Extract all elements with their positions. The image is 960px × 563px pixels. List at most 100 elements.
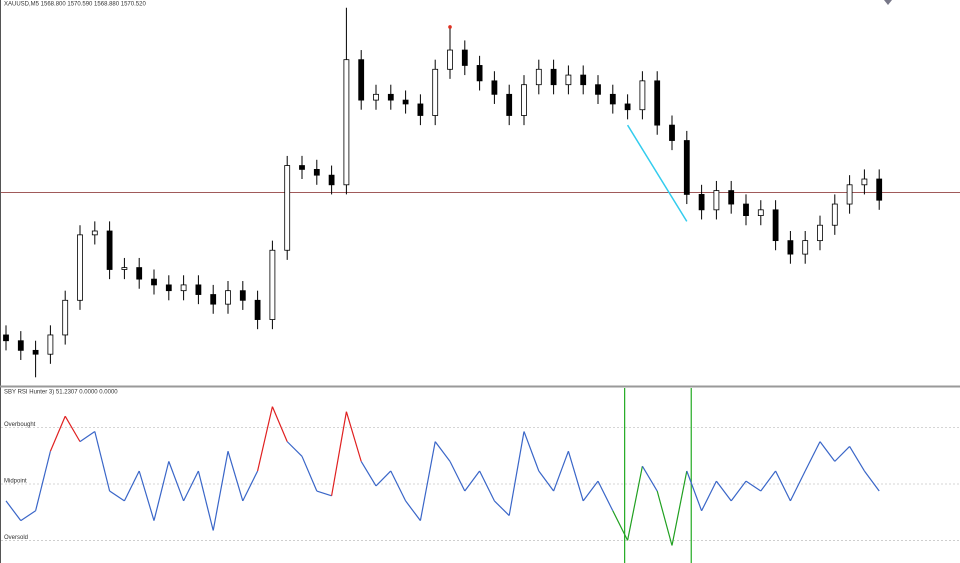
candle-body bbox=[17, 340, 24, 351]
rsi-line-segment bbox=[553, 451, 569, 492]
rsi-line-segment bbox=[345, 411, 362, 462]
rsi-line-segment bbox=[479, 470, 495, 502]
candle-body bbox=[595, 84, 601, 95]
candle-body bbox=[447, 49, 453, 70]
menu-icon[interactable] bbox=[884, 0, 892, 5]
rsi-line-segment bbox=[64, 415, 81, 442]
candle-body bbox=[565, 74, 572, 86]
candle-body bbox=[535, 68, 542, 86]
candle-body bbox=[639, 80, 646, 111]
rsi-line-segment bbox=[775, 470, 791, 502]
candle-body bbox=[402, 99, 409, 105]
rsi-line-segment bbox=[760, 470, 777, 492]
rsi-line-segment bbox=[286, 441, 303, 457]
rsi-line-segment bbox=[849, 446, 865, 472]
rsi-line-segment bbox=[508, 431, 525, 516]
candle-body bbox=[654, 80, 661, 126]
rsi-line-segment bbox=[656, 490, 673, 546]
candle-body bbox=[313, 168, 320, 176]
candle-body bbox=[491, 80, 498, 95]
rsi-line-segment bbox=[493, 500, 510, 517]
rsi-line-segment bbox=[745, 480, 762, 492]
candle-body bbox=[817, 224, 823, 242]
candle-body bbox=[417, 103, 424, 116]
level-label: Overbought bbox=[4, 422, 36, 428]
candle-body bbox=[521, 84, 527, 116]
rsi-line-segment bbox=[863, 470, 880, 492]
rsi-line-segment bbox=[612, 510, 629, 541]
candle-body bbox=[876, 178, 883, 201]
rsi-line-segment bbox=[597, 480, 614, 512]
rsi-line-segment bbox=[5, 500, 22, 522]
candle-body bbox=[328, 174, 335, 186]
candle-body bbox=[77, 234, 83, 301]
candle-body bbox=[432, 68, 439, 116]
candle-body bbox=[165, 284, 172, 292]
rsi-line-segment bbox=[834, 446, 851, 462]
candle-body bbox=[32, 349, 39, 355]
candle-body bbox=[698, 194, 705, 211]
rsi-line-segment bbox=[419, 441, 436, 521]
rsi-line-segment bbox=[449, 461, 466, 492]
rsi-line-segment bbox=[804, 441, 821, 472]
rsi-line-segment bbox=[434, 441, 451, 462]
candle-body bbox=[121, 267, 128, 270]
rsi-line-segment bbox=[390, 470, 407, 502]
candle-body bbox=[669, 124, 675, 141]
candle-body bbox=[846, 184, 853, 205]
price-title: XAUUSD,M5 1568.800 1570.590 1568.880 157… bbox=[4, 2, 146, 8]
candle-body bbox=[831, 203, 838, 226]
rsi-line-segment bbox=[257, 406, 273, 472]
rsi-line-segment bbox=[153, 461, 170, 521]
rsi-line-segment bbox=[375, 470, 392, 487]
level-label: Midpoint bbox=[4, 479, 27, 485]
candle-body bbox=[299, 165, 305, 170]
rsi-line-segment bbox=[227, 451, 244, 502]
candle-body bbox=[62, 299, 69, 336]
rsi-line-segment bbox=[715, 480, 732, 502]
candle-body bbox=[47, 334, 54, 355]
candle-body bbox=[624, 103, 631, 111]
candle-body bbox=[284, 165, 291, 251]
rsi-line-segment bbox=[35, 451, 51, 511]
candle-body bbox=[728, 190, 735, 205]
candle-body bbox=[772, 209, 779, 242]
candle-body bbox=[550, 68, 557, 86]
rsi-line-segment bbox=[360, 461, 377, 487]
rsi-line-segment bbox=[567, 451, 584, 502]
rsi-line-segment bbox=[730, 480, 747, 502]
candle-body bbox=[387, 93, 394, 101]
candle-body bbox=[343, 59, 350, 186]
candle-body bbox=[580, 74, 587, 86]
rsi-line-segment bbox=[271, 406, 288, 442]
rsi-line-segment bbox=[123, 470, 140, 502]
candle-body bbox=[787, 240, 794, 255]
high-marker bbox=[448, 25, 452, 29]
rsi-line-segment bbox=[79, 430, 96, 443]
rsi-line-segment bbox=[242, 470, 259, 502]
candle-body bbox=[358, 59, 365, 101]
rsi-line-segment bbox=[671, 470, 688, 546]
rsi-line-segment bbox=[701, 480, 717, 512]
candle-body bbox=[151, 278, 157, 286]
rsi-line-segment bbox=[197, 470, 214, 531]
candle-body bbox=[506, 93, 513, 116]
candle-body bbox=[106, 230, 113, 270]
candle-body bbox=[743, 203, 749, 217]
candle-body bbox=[713, 190, 720, 211]
rsi-line-segment bbox=[789, 470, 806, 502]
candle-body bbox=[136, 267, 143, 280]
candle-body bbox=[683, 140, 690, 195]
rsi-line-segment bbox=[138, 470, 155, 521]
candle-body bbox=[461, 49, 468, 66]
rsi-line-segment bbox=[316, 490, 332, 497]
candle-body bbox=[861, 178, 868, 186]
rsi-line-segment bbox=[183, 470, 199, 502]
rsi-line-segment bbox=[109, 490, 125, 502]
indicator-title: SBY RSI Hunter 3) 51.2307 0.0000 0.0000 bbox=[4, 390, 118, 396]
rsi-line-segment bbox=[20, 510, 36, 522]
candle-body bbox=[239, 290, 246, 301]
rsi-line-segment bbox=[49, 415, 66, 452]
candle-body bbox=[802, 240, 809, 255]
